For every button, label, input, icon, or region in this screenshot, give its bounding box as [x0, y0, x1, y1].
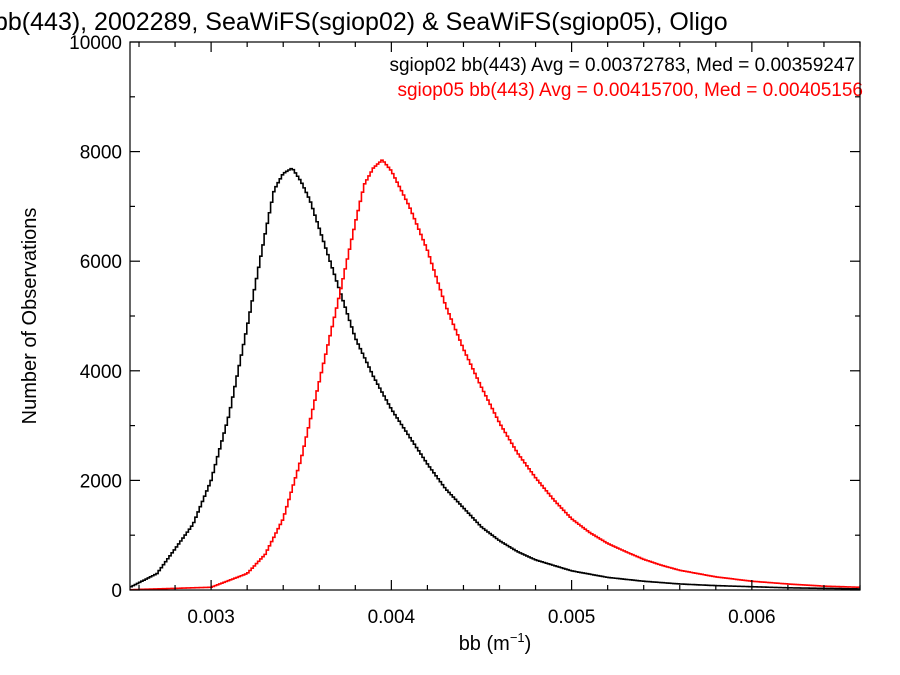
- x-axis-label-close: ): [525, 633, 532, 655]
- y-tick-label: 8000: [80, 143, 122, 164]
- y-tick-label: 6000: [80, 252, 122, 273]
- legend-entry-sgiop05: sgiop05 bb(443) Avg = 0.00415700, Med = …: [397, 80, 863, 101]
- legend-entry-sgiop02: sgiop02 bb(443) Avg = 0.00372783, Med = …: [389, 55, 855, 76]
- chart-title: bb(443), 2002289, SeaWiFS(sgiop02) & Sea…: [0, 8, 728, 36]
- x-tick-label: 0.006: [728, 607, 776, 628]
- y-tick-label: 0: [111, 581, 122, 602]
- series-line-sgiop05: [130, 159, 860, 591]
- x-tick-label: 0.004: [368, 607, 416, 628]
- x-axis-label: bb (m−1): [459, 630, 532, 655]
- y-axis-label: Number of Observations: [19, 208, 41, 425]
- plot-frame: [129, 41, 861, 591]
- y-tick-label: 4000: [80, 362, 122, 383]
- y-tick-label: 10000: [69, 33, 122, 54]
- x-axis-label-superscript: −1: [510, 630, 525, 645]
- x-axis-label-main: bb (m: [459, 633, 510, 655]
- y-tick-label: 2000: [80, 471, 122, 492]
- series-layer: [130, 159, 860, 591]
- x-tick-label: 0.005: [548, 607, 596, 628]
- x-tick-label: 0.003: [187, 607, 235, 628]
- series-line-sgiop02: [130, 167, 860, 590]
- ticks-layer: 0 2000 4000 6000 8000 10000 0.003 0.004 0.005 0.0…: [69, 33, 861, 628]
